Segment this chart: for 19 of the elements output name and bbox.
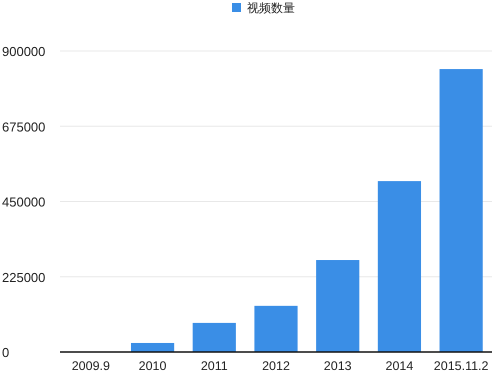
y-tick-label: 0 <box>2 345 10 360</box>
x-tick-label: 2015.11.2 <box>434 359 489 372</box>
bar <box>316 260 360 352</box>
bar <box>254 306 298 352</box>
x-tick-label: 2014 <box>386 359 414 372</box>
x-tick-label: 2009.9 <box>72 359 110 372</box>
x-tick-label: 2010 <box>138 359 167 372</box>
bar <box>130 342 174 352</box>
x-tick-label: 2011 <box>200 359 228 372</box>
bar <box>378 181 422 352</box>
y-tick-label: 450000 <box>2 194 46 210</box>
bar <box>440 69 483 352</box>
y-tick-label: 675000 <box>2 119 46 134</box>
x-tick-label: 2012 <box>262 359 290 372</box>
y-tick-label: 225000 <box>2 270 46 285</box>
y-tick-label: 900000 <box>2 44 46 59</box>
legend-label: 视频数量 <box>247 1 295 15</box>
bar <box>192 322 236 352</box>
x-tick-label: 2013 <box>324 359 352 372</box>
